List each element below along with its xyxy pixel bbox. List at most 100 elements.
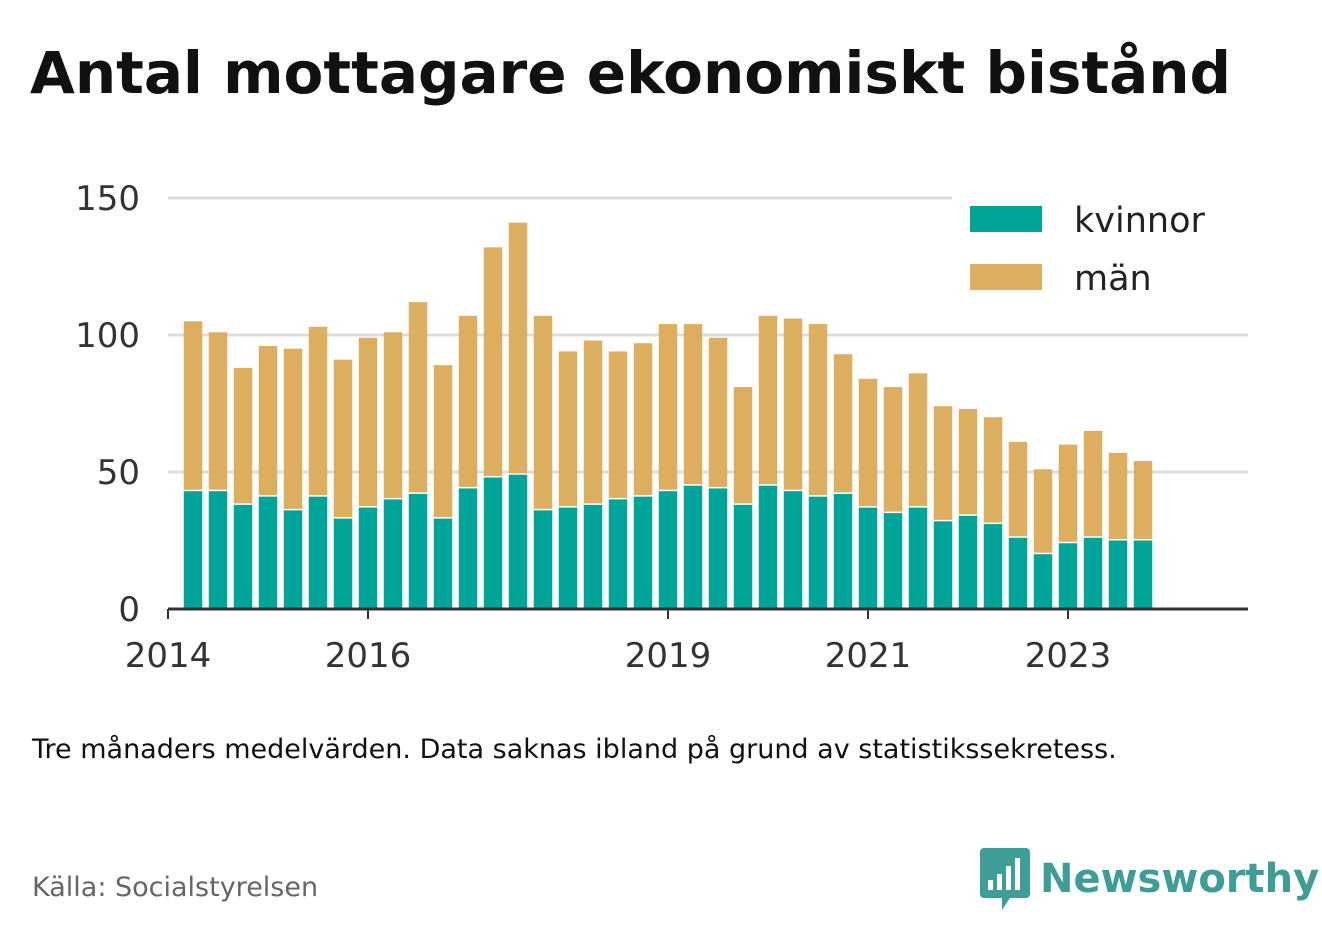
bar-män: [633, 343, 653, 496]
y-tick-label: 100: [75, 316, 140, 356]
bar-män: [983, 417, 1003, 523]
bar-kvinnor: [408, 493, 428, 608]
bar-män: [383, 332, 403, 498]
y-tick-label: 150: [75, 179, 140, 219]
bar-kvinnor: [383, 499, 403, 608]
bar-kvinnor: [308, 496, 328, 608]
bar-kvinnor: [708, 488, 728, 608]
bar-kvinnor: [933, 521, 953, 608]
bar-män: [583, 340, 603, 504]
bar-män: [858, 378, 878, 507]
bar-män: [683, 324, 703, 485]
bar-kvinnor: [958, 515, 978, 608]
bar-män: [608, 351, 628, 498]
bar-män: [208, 332, 228, 490]
bar-kvinnor: [908, 507, 928, 608]
bar-kvinnor: [233, 504, 253, 608]
bar-män: [783, 318, 803, 490]
bar-män: [308, 326, 328, 496]
bar-män: [808, 324, 828, 496]
chart-title: Antal mottagare ekonomiskt bistånd: [30, 39, 1232, 107]
bar-kvinnor: [208, 491, 228, 608]
bar-män: [333, 359, 353, 518]
bars: [183, 222, 1153, 608]
bar-kvinnor: [1133, 540, 1153, 608]
bar-kvinnor: [1008, 537, 1028, 608]
chart-note: Tre månaders medelvärden. Data saknas ib…: [32, 734, 1117, 765]
bar-män: [233, 367, 253, 504]
newsworthy-logo-icon: [980, 848, 1030, 910]
bar-chart: 0 50 100 150 2014 2016 2019 2021 2023 kvinnor mä…: [75, 179, 1248, 676]
source-text: Källa: Socialstyrelsen: [32, 872, 319, 903]
bar-män: [558, 351, 578, 507]
legend-swatch-kvinnor: [970, 206, 1042, 232]
y-tick-label: 0: [118, 590, 140, 630]
legend-label-kvinnor: kvinnor: [1074, 201, 1205, 241]
bar-kvinnor: [358, 507, 378, 608]
bar-män: [408, 302, 428, 493]
bar-män: [883, 387, 903, 512]
brand-name: Newsworthy: [1040, 856, 1320, 902]
bar-kvinnor: [508, 474, 528, 608]
bar-kvinnor: [858, 507, 878, 608]
bar-män: [1033, 469, 1053, 553]
x-tick-label: 2023: [1025, 636, 1112, 676]
bar-män: [758, 315, 778, 485]
bar-män: [358, 337, 378, 507]
y-tick-labels: 0 50 100 150: [75, 179, 140, 630]
bar-män: [458, 315, 478, 487]
x-ticks: 2014 2016 2019 2021 2023: [125, 609, 1112, 676]
bar-män: [283, 348, 303, 509]
bar-män: [533, 315, 553, 509]
bar-kvinnor: [458, 488, 478, 608]
bar-män: [708, 337, 728, 487]
bar-kvinnor: [658, 491, 678, 608]
bar-män: [933, 406, 953, 520]
bar-män: [1108, 452, 1128, 539]
bar-män: [733, 387, 753, 504]
bar-män: [433, 365, 453, 518]
bar-kvinnor: [333, 518, 353, 608]
bar-män: [908, 373, 928, 507]
bar-kvinnor: [1108, 540, 1128, 608]
bar-män: [958, 408, 978, 515]
bar-kvinnor: [533, 510, 553, 608]
bar-kvinnor: [783, 491, 803, 608]
bar-män: [483, 247, 503, 476]
bar-män: [1008, 441, 1028, 537]
bar-kvinnor: [583, 504, 603, 608]
bar-kvinnor: [183, 491, 203, 608]
bar-män: [833, 354, 853, 493]
bar-kvinnor: [608, 499, 628, 608]
bar-män: [658, 324, 678, 490]
brand-logo: Newsworthy: [980, 848, 1319, 910]
bar-kvinnor: [258, 496, 278, 608]
bar-kvinnor: [758, 485, 778, 608]
x-tick-label: 2019: [625, 636, 712, 676]
bar-kvinnor: [283, 510, 303, 608]
bar-män: [508, 222, 528, 474]
x-tick-label: 2014: [125, 636, 212, 676]
bar-kvinnor: [558, 507, 578, 608]
bar-kvinnor: [633, 496, 653, 608]
bar-män: [183, 321, 203, 490]
bar-kvinnor: [1033, 554, 1053, 608]
bar-kvinnor: [683, 485, 703, 608]
bar-kvinnor: [733, 504, 753, 608]
legend: kvinnor män: [952, 190, 1248, 308]
bar-kvinnor: [483, 477, 503, 608]
bar-män: [1058, 444, 1078, 542]
legend-label-män: män: [1074, 259, 1152, 299]
bar-kvinnor: [833, 493, 853, 608]
bar-män: [1133, 461, 1153, 539]
y-tick-label: 50: [97, 453, 140, 493]
bar-kvinnor: [808, 496, 828, 608]
bar-kvinnor: [983, 524, 1003, 608]
bar-män: [258, 345, 278, 496]
x-tick-label: 2021: [825, 636, 912, 676]
bar-kvinnor: [433, 518, 453, 608]
bar-män: [1083, 430, 1103, 537]
legend-swatch-män: [970, 264, 1042, 290]
bar-kvinnor: [883, 513, 903, 608]
x-tick-label: 2016: [325, 636, 412, 676]
